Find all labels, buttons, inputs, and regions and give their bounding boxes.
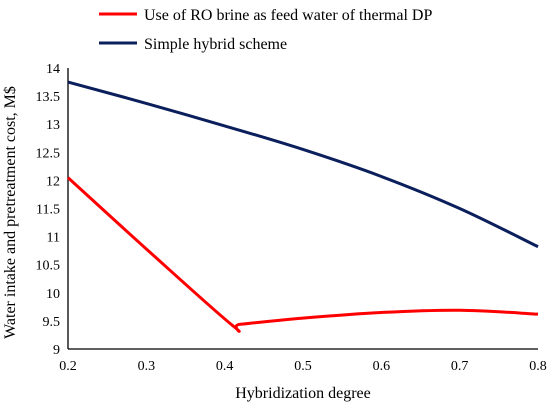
y-tick-label: 9	[53, 343, 60, 358]
axes	[67, 68, 538, 350]
y-tick-label: 11.5	[36, 203, 60, 218]
x-axis-title: Hybridization degree	[235, 385, 371, 402]
x-tick-label: 0.3	[138, 359, 156, 374]
legend-label-2: Simple hybrid scheme	[144, 36, 287, 53]
legend-label-1: Use of RO brine as feed water of thermal…	[144, 7, 432, 24]
series-layer	[66, 80, 539, 333]
legend: Use of RO brine as feed water of thermal…	[99, 7, 432, 53]
y-tick-label: 12.5	[36, 146, 61, 161]
y-tick-label: 12	[46, 174, 60, 189]
series-line-2	[67, 80, 539, 249]
y-tick-label: 14	[46, 62, 60, 77]
x-tick-label: 0.6	[373, 359, 391, 374]
y-tick-label: 10	[46, 287, 60, 302]
y-tick-label: 10.5	[36, 259, 61, 274]
tick-labels: 9 9.5 10 10.5 11 11.5 12 12.5 13 13.5 14 0.2 0.3 0.4 0…	[36, 62, 547, 374]
y-tick-label: 13.5	[36, 90, 61, 105]
y-axis-title: Water intake and pretreatment cost, M$	[2, 86, 19, 339]
series-line-1	[66, 176, 539, 333]
x-tick-label: 0.7	[451, 359, 469, 374]
y-tick-label: 13	[46, 118, 60, 133]
x-tick-label: 0.2	[59, 359, 77, 374]
x-tick-label: 0.5	[294, 359, 312, 374]
x-tick-label: 0.4	[216, 359, 234, 374]
x-tick-label: 0.8	[529, 359, 547, 374]
y-tick-label: 11	[47, 231, 60, 246]
y-tick-label: 9.5	[43, 315, 61, 330]
